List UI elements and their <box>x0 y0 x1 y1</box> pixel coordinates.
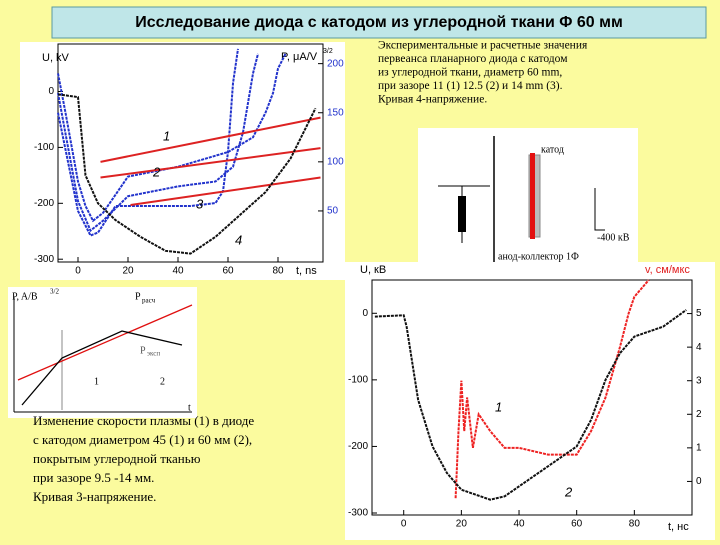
y2-axis-label-sup: 3/2 <box>323 48 333 55</box>
caption-line: при зазоре 9.5 -14 мм. <box>33 470 154 485</box>
y-tick-label: 0 <box>48 86 54 97</box>
y2-tick-label: 5 <box>696 308 702 319</box>
annotation: 1 <box>495 399 502 414</box>
plot-frame <box>57 43 324 263</box>
x-tick-label: 60 <box>571 519 583 530</box>
caption-line: Кривая 4-напряжение. <box>378 94 487 106</box>
y-tick-label: 0 <box>362 308 368 319</box>
y-tick-label: -100 <box>34 142 54 153</box>
caption-line: первеанса планарного диода с катодом <box>378 53 568 65</box>
caption: Изменение скорости плазмы (1) в диоде с к… <box>33 413 254 504</box>
annotation: 2 <box>152 164 161 179</box>
series-line <box>57 53 259 233</box>
y2-tick-label: 3 <box>696 375 702 386</box>
title-box <box>51 6 707 39</box>
schematic-label: P, A/B <box>12 291 38 302</box>
y-tick-label: -200 <box>348 441 368 452</box>
y-tick-label: -200 <box>34 198 54 209</box>
schematic-panel <box>8 287 197 418</box>
y2-tick-label: 100 <box>327 156 344 167</box>
caption-line: из углеродной ткани, диаметр 60 mm, <box>378 67 562 79</box>
schematic-label: эксп <box>147 350 160 358</box>
x-tick-label: 0 <box>75 266 81 277</box>
y-tick-label: -300 <box>348 508 368 519</box>
chart-panel <box>345 262 715 540</box>
series-line <box>454 279 650 499</box>
schematic-label: P <box>135 291 141 302</box>
schematic-label: t <box>188 402 191 413</box>
x-tick-label: 40 <box>513 519 525 530</box>
series-line <box>57 93 317 255</box>
y2-tick-label: 0 <box>696 476 702 487</box>
diagram-label: -400 кВ <box>597 232 630 243</box>
title: Исследование диода с катодом из углеродн… <box>135 14 623 31</box>
annotation: 2 <box>564 484 573 499</box>
schematic-label: 1 <box>94 376 99 387</box>
caption-line: Изменение скорости плазмы (1) в диоде <box>33 413 254 428</box>
diagram: катод анод-коллектор 1Ф -400 кВ <box>438 136 630 262</box>
x-tick-label: 40 <box>172 266 184 277</box>
y2-tick-label: 150 <box>327 107 344 118</box>
caption-line: при зазоре 11 (1) 12.5 (2) и 14 mm (3). <box>378 80 563 92</box>
caption-line: покрытым углеродной тканью <box>33 451 201 466</box>
schematic: P, A/B 3/2 P расч P эксп 1 2 t <box>12 288 193 413</box>
x-tick-label: 0 <box>401 519 407 530</box>
y-axis-label: U, кВ <box>360 264 386 276</box>
pulse <box>594 188 605 231</box>
x-tick-label: 20 <box>122 266 134 277</box>
series-line <box>57 48 239 237</box>
annotation: 3 <box>196 196 204 211</box>
plot-frame <box>371 279 693 516</box>
annotation: 1 <box>163 128 170 143</box>
schematic-label: 2 <box>160 376 165 387</box>
diagram-label: анод-коллектор 1Ф <box>498 251 579 262</box>
exp-line <box>21 330 183 406</box>
y-axis-label: U, kV <box>42 52 70 64</box>
y-tick-label: -100 <box>348 374 368 385</box>
y2-axis-label: P, μA/V <box>281 51 318 63</box>
series-line <box>100 147 321 179</box>
calc-line <box>17 304 193 381</box>
series-line <box>130 176 321 207</box>
diagram-panel <box>418 128 638 265</box>
x-tick-label: 80 <box>272 266 284 277</box>
y-tick-label: -300 <box>34 254 54 265</box>
annotation: 4 <box>235 232 242 247</box>
caption-line: Кривая 3-напряжение. <box>33 489 156 504</box>
schematic-label: 3/2 <box>50 288 59 296</box>
cathode <box>530 153 535 239</box>
y2-tick-label: 1 <box>696 442 702 453</box>
y2-axis-label: v, см/мкс <box>645 264 690 276</box>
schematic-label: P <box>140 345 146 356</box>
x-tick-label: 80 <box>629 519 641 530</box>
series-line <box>374 309 687 501</box>
y2-tick-label: 4 <box>696 342 702 353</box>
y2-tick-label: 50 <box>327 206 339 217</box>
caption: Экспериментальные и расчетные значенияпе… <box>378 40 588 106</box>
diagram-label: катод <box>541 144 564 155</box>
schematic-label: расч <box>142 297 156 305</box>
series-line <box>100 116 321 163</box>
series-line <box>57 53 287 223</box>
y2-tick-label: 2 <box>696 409 702 420</box>
caption-line: с катодом диаметром 45 (1) и 60 мм (2), <box>33 432 252 447</box>
y2-tick-label: 200 <box>327 58 344 69</box>
x-tick-label: 20 <box>456 519 468 530</box>
x-axis-label: t, нс <box>668 521 689 533</box>
caption-line: Экспериментальные и расчетные значения <box>378 40 588 52</box>
x-tick-label: 60 <box>222 266 234 277</box>
x-axis-label: t, ns <box>296 265 317 277</box>
